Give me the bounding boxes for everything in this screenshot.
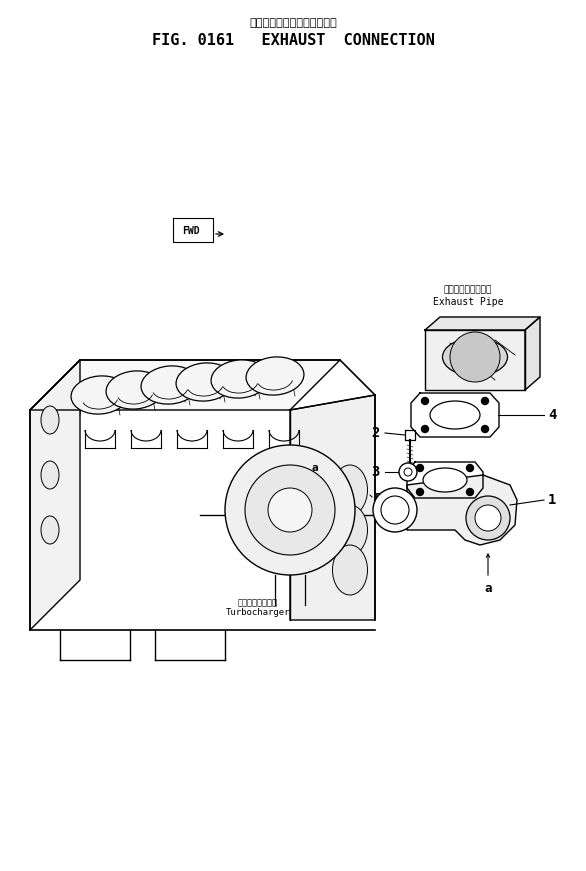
Text: a: a <box>312 463 318 473</box>
Text: エキゾーストパイプ: エキゾーストパイプ <box>444 285 492 294</box>
Text: FIG. 0161   EXHAUST  CONNECTION: FIG. 0161 EXHAUST CONNECTION <box>152 33 434 48</box>
Polygon shape <box>30 360 80 630</box>
Circle shape <box>421 426 428 433</box>
Ellipse shape <box>106 371 164 409</box>
Circle shape <box>421 397 428 404</box>
Text: ターボチャージャ: ターボチャージャ <box>238 598 278 607</box>
Ellipse shape <box>176 363 234 402</box>
Ellipse shape <box>41 461 59 489</box>
Ellipse shape <box>423 468 467 492</box>
Polygon shape <box>425 330 525 390</box>
Ellipse shape <box>332 545 367 595</box>
Circle shape <box>404 468 412 476</box>
Circle shape <box>466 489 473 496</box>
Polygon shape <box>425 317 540 330</box>
Circle shape <box>373 488 417 532</box>
Text: 3: 3 <box>371 465 379 479</box>
Polygon shape <box>411 393 499 437</box>
Polygon shape <box>290 395 375 620</box>
Circle shape <box>268 488 312 532</box>
Ellipse shape <box>442 338 507 376</box>
Polygon shape <box>405 430 415 440</box>
Ellipse shape <box>41 406 59 434</box>
Text: Turbocharger: Turbocharger <box>226 608 290 617</box>
Circle shape <box>381 496 409 524</box>
Polygon shape <box>407 475 517 545</box>
Circle shape <box>475 505 501 531</box>
Ellipse shape <box>141 366 199 404</box>
Circle shape <box>245 465 335 555</box>
Text: 5: 5 <box>374 491 381 504</box>
Ellipse shape <box>332 505 367 555</box>
Text: FWD: FWD <box>182 226 200 236</box>
Circle shape <box>482 397 489 404</box>
Text: 2: 2 <box>371 426 379 440</box>
Circle shape <box>417 489 424 496</box>
Circle shape <box>417 464 424 471</box>
Text: 4: 4 <box>548 408 556 422</box>
Text: エキゾースト　コネクション: エキゾースト コネクション <box>249 18 337 28</box>
Ellipse shape <box>332 465 367 515</box>
Text: a: a <box>484 582 492 595</box>
Ellipse shape <box>211 360 269 398</box>
Circle shape <box>466 496 510 540</box>
Text: 1: 1 <box>548 493 556 507</box>
Ellipse shape <box>246 357 304 395</box>
Ellipse shape <box>71 376 129 414</box>
Polygon shape <box>407 462 483 498</box>
Circle shape <box>482 426 489 433</box>
Circle shape <box>225 445 355 575</box>
Ellipse shape <box>430 401 480 429</box>
Ellipse shape <box>41 516 59 544</box>
Polygon shape <box>30 360 340 410</box>
Text: Exhaust Pipe: Exhaust Pipe <box>432 297 503 307</box>
Circle shape <box>450 332 500 382</box>
Circle shape <box>399 463 417 481</box>
Circle shape <box>466 464 473 471</box>
Polygon shape <box>525 317 540 390</box>
